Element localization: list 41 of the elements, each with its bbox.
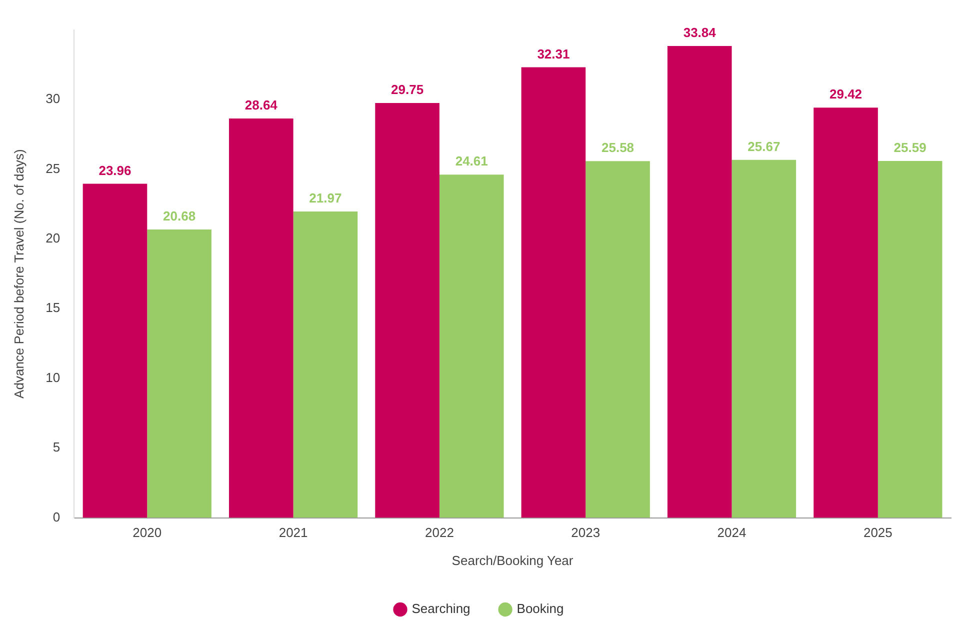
y-tick-label: 30 bbox=[46, 91, 60, 106]
data-label: 25.58 bbox=[601, 140, 634, 156]
data-label: 20.68 bbox=[163, 208, 196, 224]
y-axis-title: Advance Period before Travel (No. of days) bbox=[11, 149, 26, 398]
x-tick-label: 2021 bbox=[278, 525, 308, 540]
data-label: 29.75 bbox=[391, 82, 424, 98]
bar bbox=[586, 161, 650, 518]
data-label: 29.42 bbox=[829, 86, 862, 102]
data-label: 21.97 bbox=[309, 190, 342, 206]
bar bbox=[732, 160, 796, 518]
data-label: 24.61 bbox=[455, 154, 488, 169]
x-axis-title: Search/Booking Year bbox=[452, 552, 574, 568]
data-label: 32.31 bbox=[537, 46, 570, 62]
y-tick-label: 0 bbox=[52, 509, 60, 524]
x-tick-label: 2022 bbox=[424, 525, 454, 540]
bar bbox=[521, 67, 586, 518]
data-label: 28.64 bbox=[244, 98, 278, 113]
bar bbox=[228, 118, 294, 518]
y-tick-label: 25 bbox=[46, 160, 60, 176]
x-tick-label: 2023 bbox=[571, 525, 600, 540]
bar bbox=[82, 184, 148, 518]
y-tick-label: 5 bbox=[52, 440, 60, 455]
bar bbox=[375, 103, 440, 518]
bar bbox=[814, 108, 878, 518]
x-tick-label: 2024 bbox=[717, 525, 746, 540]
data-label: 23.96 bbox=[98, 162, 132, 178]
y-tick-label: 20 bbox=[46, 230, 60, 246]
bar bbox=[147, 229, 212, 518]
data-label: 25.67 bbox=[748, 138, 780, 154]
data-label: 33.84 bbox=[683, 25, 717, 40]
legend-label: Searching bbox=[412, 601, 470, 616]
bar bbox=[878, 161, 942, 518]
legend-label: Booking bbox=[516, 601, 564, 616]
bar bbox=[667, 46, 732, 518]
x-tick-label: 2025 bbox=[863, 525, 892, 540]
bar bbox=[293, 211, 358, 518]
x-tick-label: 2020 bbox=[132, 525, 162, 540]
y-tick-label: 15 bbox=[46, 300, 60, 316]
y-tick-label: 10 bbox=[46, 370, 60, 385]
bar bbox=[439, 174, 504, 518]
data-label: 25.59 bbox=[894, 140, 926, 156]
